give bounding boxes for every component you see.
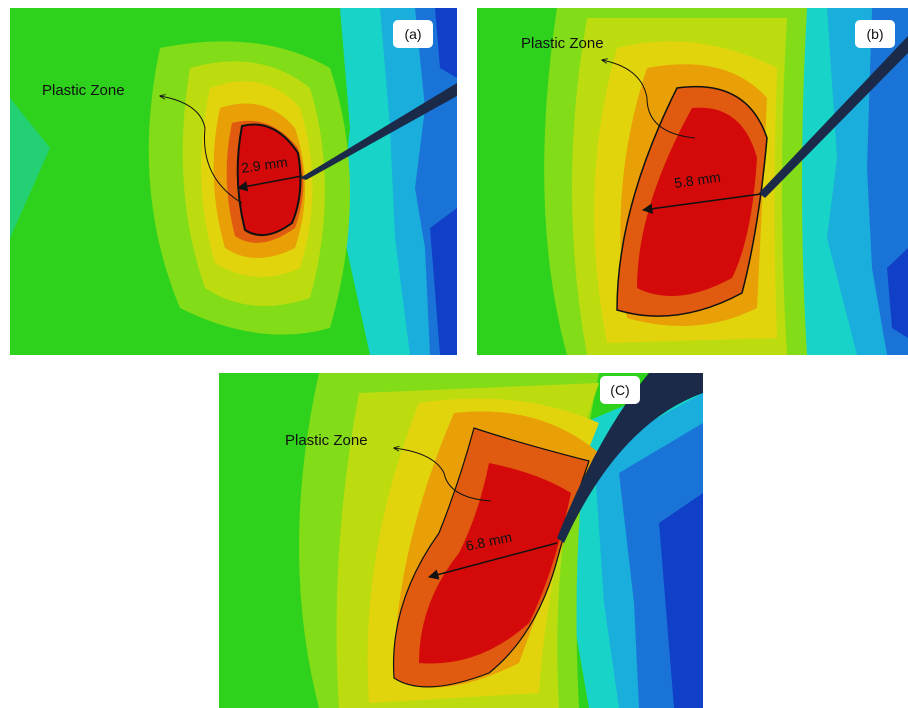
contour <box>887 248 908 338</box>
panel-label: (a) <box>404 26 421 42</box>
crack <box>300 83 457 180</box>
measurement: 5.8 mm <box>673 169 721 191</box>
panel-c: 6.8 mm Plastic Zone (C) <box>219 373 703 708</box>
measure-arrow <box>641 193 762 214</box>
panel-a: 2.9 mm Plastic Zone (a) <box>10 8 457 355</box>
crack <box>759 36 908 198</box>
annotation: Plastic Zone <box>521 35 604 52</box>
annotation-arrow <box>160 96 243 204</box>
annotation: Plastic Zone <box>42 82 125 99</box>
annotation-arrow <box>394 448 492 502</box>
panel-label: (C) <box>610 382 629 398</box>
panel-label: (b) <box>866 26 883 42</box>
annotation-arrow <box>602 60 696 139</box>
contour <box>419 463 571 664</box>
contour <box>10 98 50 238</box>
label-box <box>393 20 433 48</box>
measure-arrow <box>236 175 303 192</box>
label-box <box>600 376 640 404</box>
measurement: 2.9 mm <box>240 154 288 176</box>
panel-b: 5.8 mm Plastic Zone (b) <box>477 8 908 355</box>
contour <box>659 493 703 708</box>
crack <box>557 373 703 543</box>
contour <box>637 107 757 296</box>
annotation: Plastic Zone <box>285 432 368 449</box>
label-box <box>855 20 895 48</box>
contour <box>430 8 457 355</box>
measure-arrow <box>427 542 558 580</box>
